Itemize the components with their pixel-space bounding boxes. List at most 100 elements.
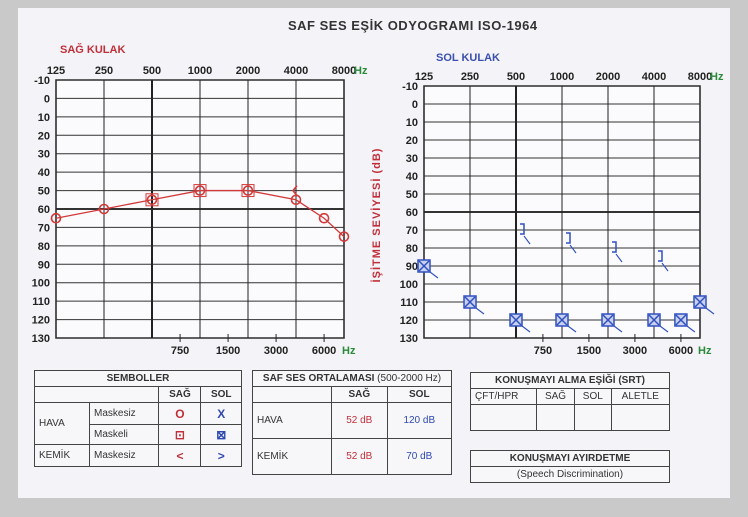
air-conduction-point [556,314,568,326]
average-row-label: KEMİK [252,438,332,475]
srt-table: KONUŞMAYI ALMA EŞİĞİ (SRT) ÇFT/HPR SAĞ S… [469,372,671,431]
no-response-arrow [567,325,577,333]
symbols-group-air: HAVA [34,402,90,445]
air-conduction-point [318,212,330,224]
air-conduction-point [338,231,350,242]
srt-col: ALETLE [610,388,671,405]
bone-average-right: 52 dB [331,438,388,475]
air-conduction-point [602,314,614,326]
discrimination-table: KONUŞMAYI AYIRDETME (Speech Discriminati… [470,450,670,483]
y-tick-label: 80 [406,243,418,255]
srt-col: SAĞ [536,388,576,405]
no-response-arrow [569,244,577,254]
x-tick-label: 2000 [236,65,260,77]
hz-unit-label: Hz [698,345,712,357]
x-tick-label: 8000 [688,71,712,83]
no-response-arrow [429,271,439,279]
y-tick-label: 0 [412,99,418,111]
bone-unmasked-left-symbol: > [200,444,242,467]
y-tick-label: 20 [406,135,418,147]
srt-header: KONUŞMAYI ALMA EŞİĞİ (SRT) [470,372,670,389]
masked-marker [145,193,159,207]
average-table: SAF SES ORTALAMASI (500-2000 Hz) SAĞ SOL… [252,370,453,475]
page-title: SAF SES EŞİK ODYOGRAMI ISO-1964 [288,18,538,33]
y-tick-label: 100 [400,279,418,291]
air-average-right: 52 dB [331,402,388,439]
air-conduction-point [242,185,254,196]
srt-col: ÇFT/HPR [469,388,538,405]
bone-conduction-point [612,241,617,253]
x-tick-label: 4000 [284,65,308,77]
x-tick-label: 4000 [642,71,666,83]
x-tick-label: 2000 [596,71,620,83]
y-tick-label: 70 [38,222,50,234]
y-tick-label: 40 [38,167,50,179]
x-tick-label: 250 [461,71,479,83]
x-bottom-tick-label: 3000 [264,345,288,357]
x-tick-label: 500 [507,71,525,83]
x-bottom-tick-label: 3000 [623,345,647,357]
y-tick-label: 30 [406,153,418,165]
bone-average-left: 70 dB [386,438,453,475]
bone-conduction-point [520,223,525,235]
air-conduction-point [98,203,110,215]
average-col-left: SOL [386,386,453,403]
symbols-sub: Maskesiz [88,444,160,467]
y-tick-label: 100 [32,278,50,290]
x-tick-label: 8000 [332,65,356,77]
air-conduction-point [418,260,430,272]
no-response-arrow [521,325,531,333]
discrimination-sub: (Speech Discrimination) [470,466,670,483]
symbols-col-left: SOL [200,386,242,403]
hz-unit-label: Hz [354,65,368,77]
air-conduction-point [464,296,476,308]
air-average-left: 120 dB [386,402,453,439]
y-tick-label: 10 [406,117,418,129]
y-tick-label: 80 [38,241,50,253]
air-masked-right-symbol: ⊡ [158,424,202,445]
air-conduction-point [146,194,158,206]
bone-conduction-point [291,185,298,197]
average-row-label: HAVA [252,402,332,439]
air-conduction-point [648,314,660,326]
y-tick-label: 60 [38,204,50,216]
bone-conduction-point [566,232,571,244]
y-tick-label: 70 [406,225,418,237]
left-ear-chart: -10 0 10 20 30 40 50 60 70 80 90 100 110 120 130 125 250… [400,71,724,357]
no-response-arrow [686,325,696,333]
masked-marker [241,184,255,198]
symbols-col-right: SAĞ [158,386,202,403]
y-tick-label: 130 [400,333,418,345]
symbols-sub: Maskeli [88,424,160,445]
y-tick-label: 40 [406,171,418,183]
x-tick-label: 250 [95,65,113,77]
no-response-arrow [475,307,485,315]
discrimination-header: KONUŞMAYI AYIRDETME [470,450,670,467]
symbols-group-bone: KEMİK [34,444,90,467]
air-masked-left-symbol: ⊠ [200,424,242,445]
air-conduction-point [50,212,62,224]
x-tick-label: 1000 [188,65,212,77]
y-axis-label: İŞİTME SEVİYESİ (dB) [370,148,383,283]
y-tick-label: 120 [400,315,418,327]
air-conduction-point [510,314,522,326]
y-tick-label: -10 [34,75,50,87]
air-unmasked-right-symbol: O [158,402,202,425]
right-ear-label: SAĞ KULAK [60,44,126,56]
no-response-arrow [615,253,623,263]
y-tick-label: 30 [38,149,50,161]
y-tick-label: 110 [400,297,418,309]
no-response-arrow [659,325,669,333]
bone-conduction-point [658,250,663,262]
symbols-sub: Maskesiz [88,402,160,425]
x-bottom-tick-label: 750 [534,345,552,357]
y-tick-label: 50 [406,189,418,201]
x-bottom-tick-label: 750 [171,345,189,357]
bone-unmasked-right-symbol: < [158,444,202,467]
y-tick-label: 50 [38,186,50,198]
symbols-table: SEMBOLLER SAĞ SOL HAVA Maskesiz O X Mask… [33,370,242,467]
x-tick-label: 125 [415,71,433,83]
y-tick-label: 0 [44,93,50,105]
y-tick-label: 90 [406,261,418,273]
